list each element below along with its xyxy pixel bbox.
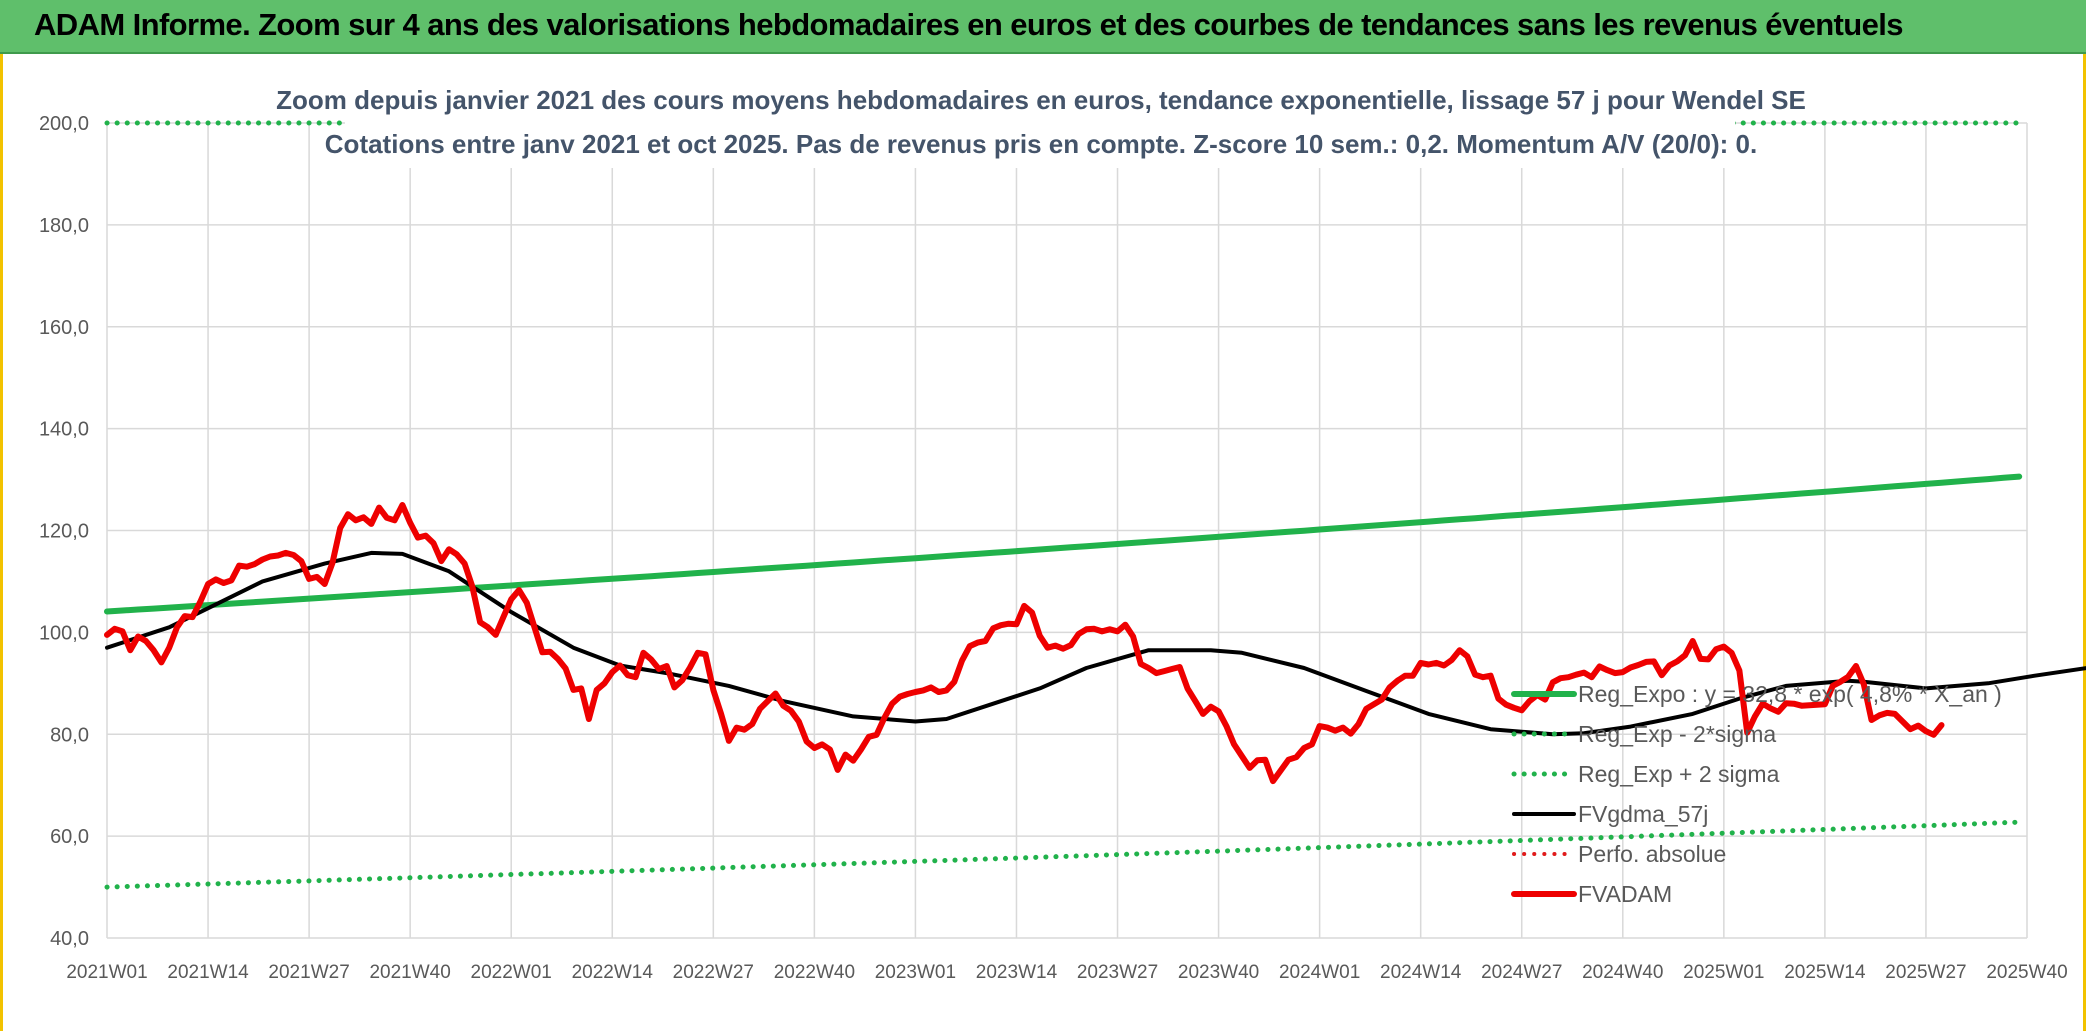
y-tick-label: 100,0 [39, 622, 89, 644]
x-tick-label: 2023W14 [976, 962, 1058, 983]
x-tick-label: 2025W27 [1885, 962, 1966, 983]
legend-label-3: FVgdma_57j [1578, 801, 1708, 827]
x-tick-label: 2022W14 [572, 962, 654, 983]
legend-label-0: Reg_Expo : y = 32,8 * exp( 4,8% * X_an ) [1578, 681, 2002, 707]
report-banner: ADAM Informe. Zoom sur 4 ans des valoris… [0, 0, 2086, 54]
chart-frame [0, 54, 2086, 1031]
y-tick-label: 160,0 [39, 317, 89, 339]
grid [106, 122, 2028, 939]
x-tick-label: 2021W27 [268, 962, 349, 983]
legend-label-2: Reg_Exp + 2 sigma [1578, 761, 1780, 787]
y-tick-label: 180,0 [39, 215, 89, 237]
x-tick-label: 2024W27 [1481, 962, 1562, 983]
x-tick-label: 2024W01 [1279, 962, 1360, 983]
x-tick-label: 2021W40 [369, 962, 450, 983]
y-tick-label: 40,0 [50, 928, 89, 950]
x-tick-label: 2022W40 [774, 962, 855, 983]
x-tick-label: 2022W01 [471, 962, 552, 983]
x-tick-label: 2023W40 [1178, 962, 1259, 983]
legend-label-5: FVADAM [1578, 881, 1672, 907]
x-tick-label: 2021W14 [167, 962, 249, 983]
series-line-1 [104, 819, 2022, 890]
chart-title-line-1: Zoom depuis janvier 2021 des cours moyen… [276, 85, 1806, 115]
y-tick-label: 80,0 [50, 724, 89, 746]
y-tick-label: 200,0 [39, 113, 89, 135]
x-tick-label: 2024W14 [1380, 962, 1462, 983]
x-tick-label: 2021W01 [66, 962, 147, 983]
legend-label-1: Reg_Exp - 2*sigma [1578, 721, 1776, 747]
axis-labels: 40,0 60,0 80,0 100,0 120,0 140,0 160,0 180,0 200… [39, 113, 2068, 983]
x-tick-label: 2022W27 [673, 962, 754, 983]
series-line-0 [104, 473, 2023, 615]
title-backdrop [345, 78, 1735, 168]
x-tick-label: 2025W40 [1986, 962, 2067, 983]
y-tick-label: 120,0 [39, 521, 89, 543]
series-line-3 [105, 550, 2086, 737]
x-tick-label: 2025W01 [1683, 962, 1764, 983]
y-tick-label: 140,0 [39, 419, 89, 441]
legend-label-4: Perfo. absolue [1578, 841, 1726, 867]
report-title: ADAM Informe. Zoom sur 4 ans des valoris… [34, 7, 1904, 42]
legend: Reg_Expo : y = 32,8 * exp( 4,8% * X_an )… [1511, 681, 2002, 907]
series-layer [104, 120, 2086, 890]
x-tick-label: 2023W01 [875, 962, 956, 983]
chart-title-line-2: Cotations entre janv 2021 et oct 2025. P… [325, 129, 1757, 159]
series-line-5 [104, 502, 1945, 785]
x-tick-label: 2025W14 [1784, 962, 1866, 983]
y-tick-label: 60,0 [50, 826, 89, 848]
x-tick-label: 2023W27 [1077, 962, 1158, 983]
x-tick-label: 2024W40 [1582, 962, 1663, 983]
